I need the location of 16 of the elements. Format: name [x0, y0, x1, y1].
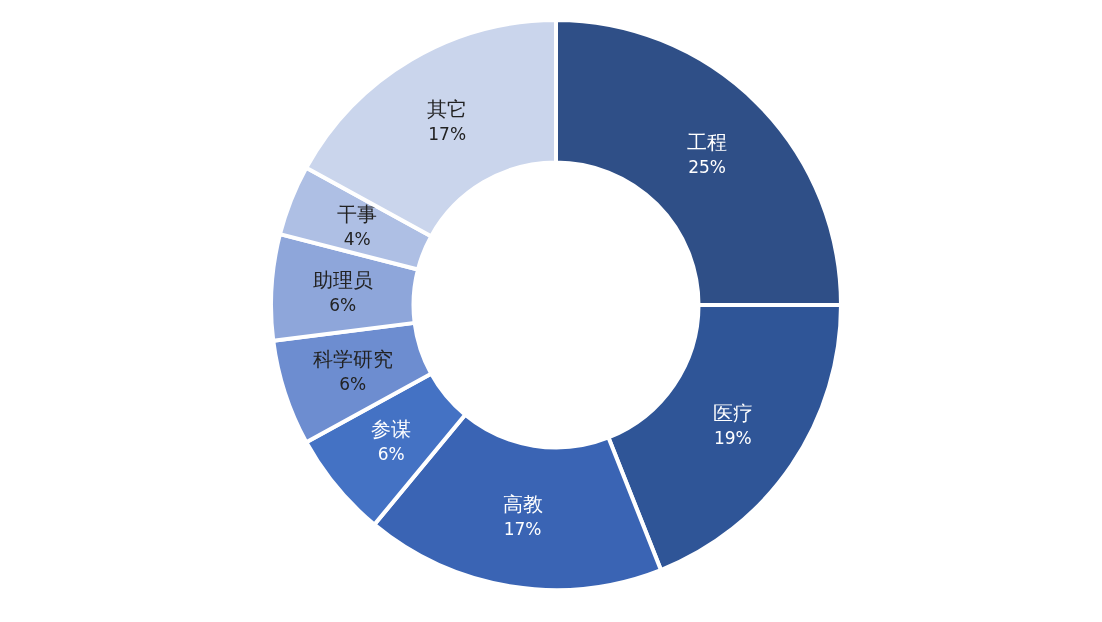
data-label: 17%	[503, 519, 542, 540]
slice-label: 其它	[427, 97, 468, 122]
data-label: 6%	[339, 374, 367, 395]
slice-label: 工程	[687, 129, 728, 154]
slice-label: 科学研究	[312, 347, 393, 372]
data-label: 17%	[428, 124, 467, 145]
data-label: 6%	[377, 444, 405, 465]
data-label: 19%	[713, 428, 752, 449]
slice-label: 医疗	[712, 401, 753, 426]
slice-label: 干事	[337, 202, 378, 227]
slice-label: 助理员	[312, 267, 373, 292]
slice-label: 参谋	[371, 417, 412, 442]
data-label: 25%	[688, 156, 727, 177]
slice-label: 高教	[502, 492, 543, 517]
data-label: 6%	[329, 294, 357, 315]
data-label: 4%	[343, 229, 371, 250]
